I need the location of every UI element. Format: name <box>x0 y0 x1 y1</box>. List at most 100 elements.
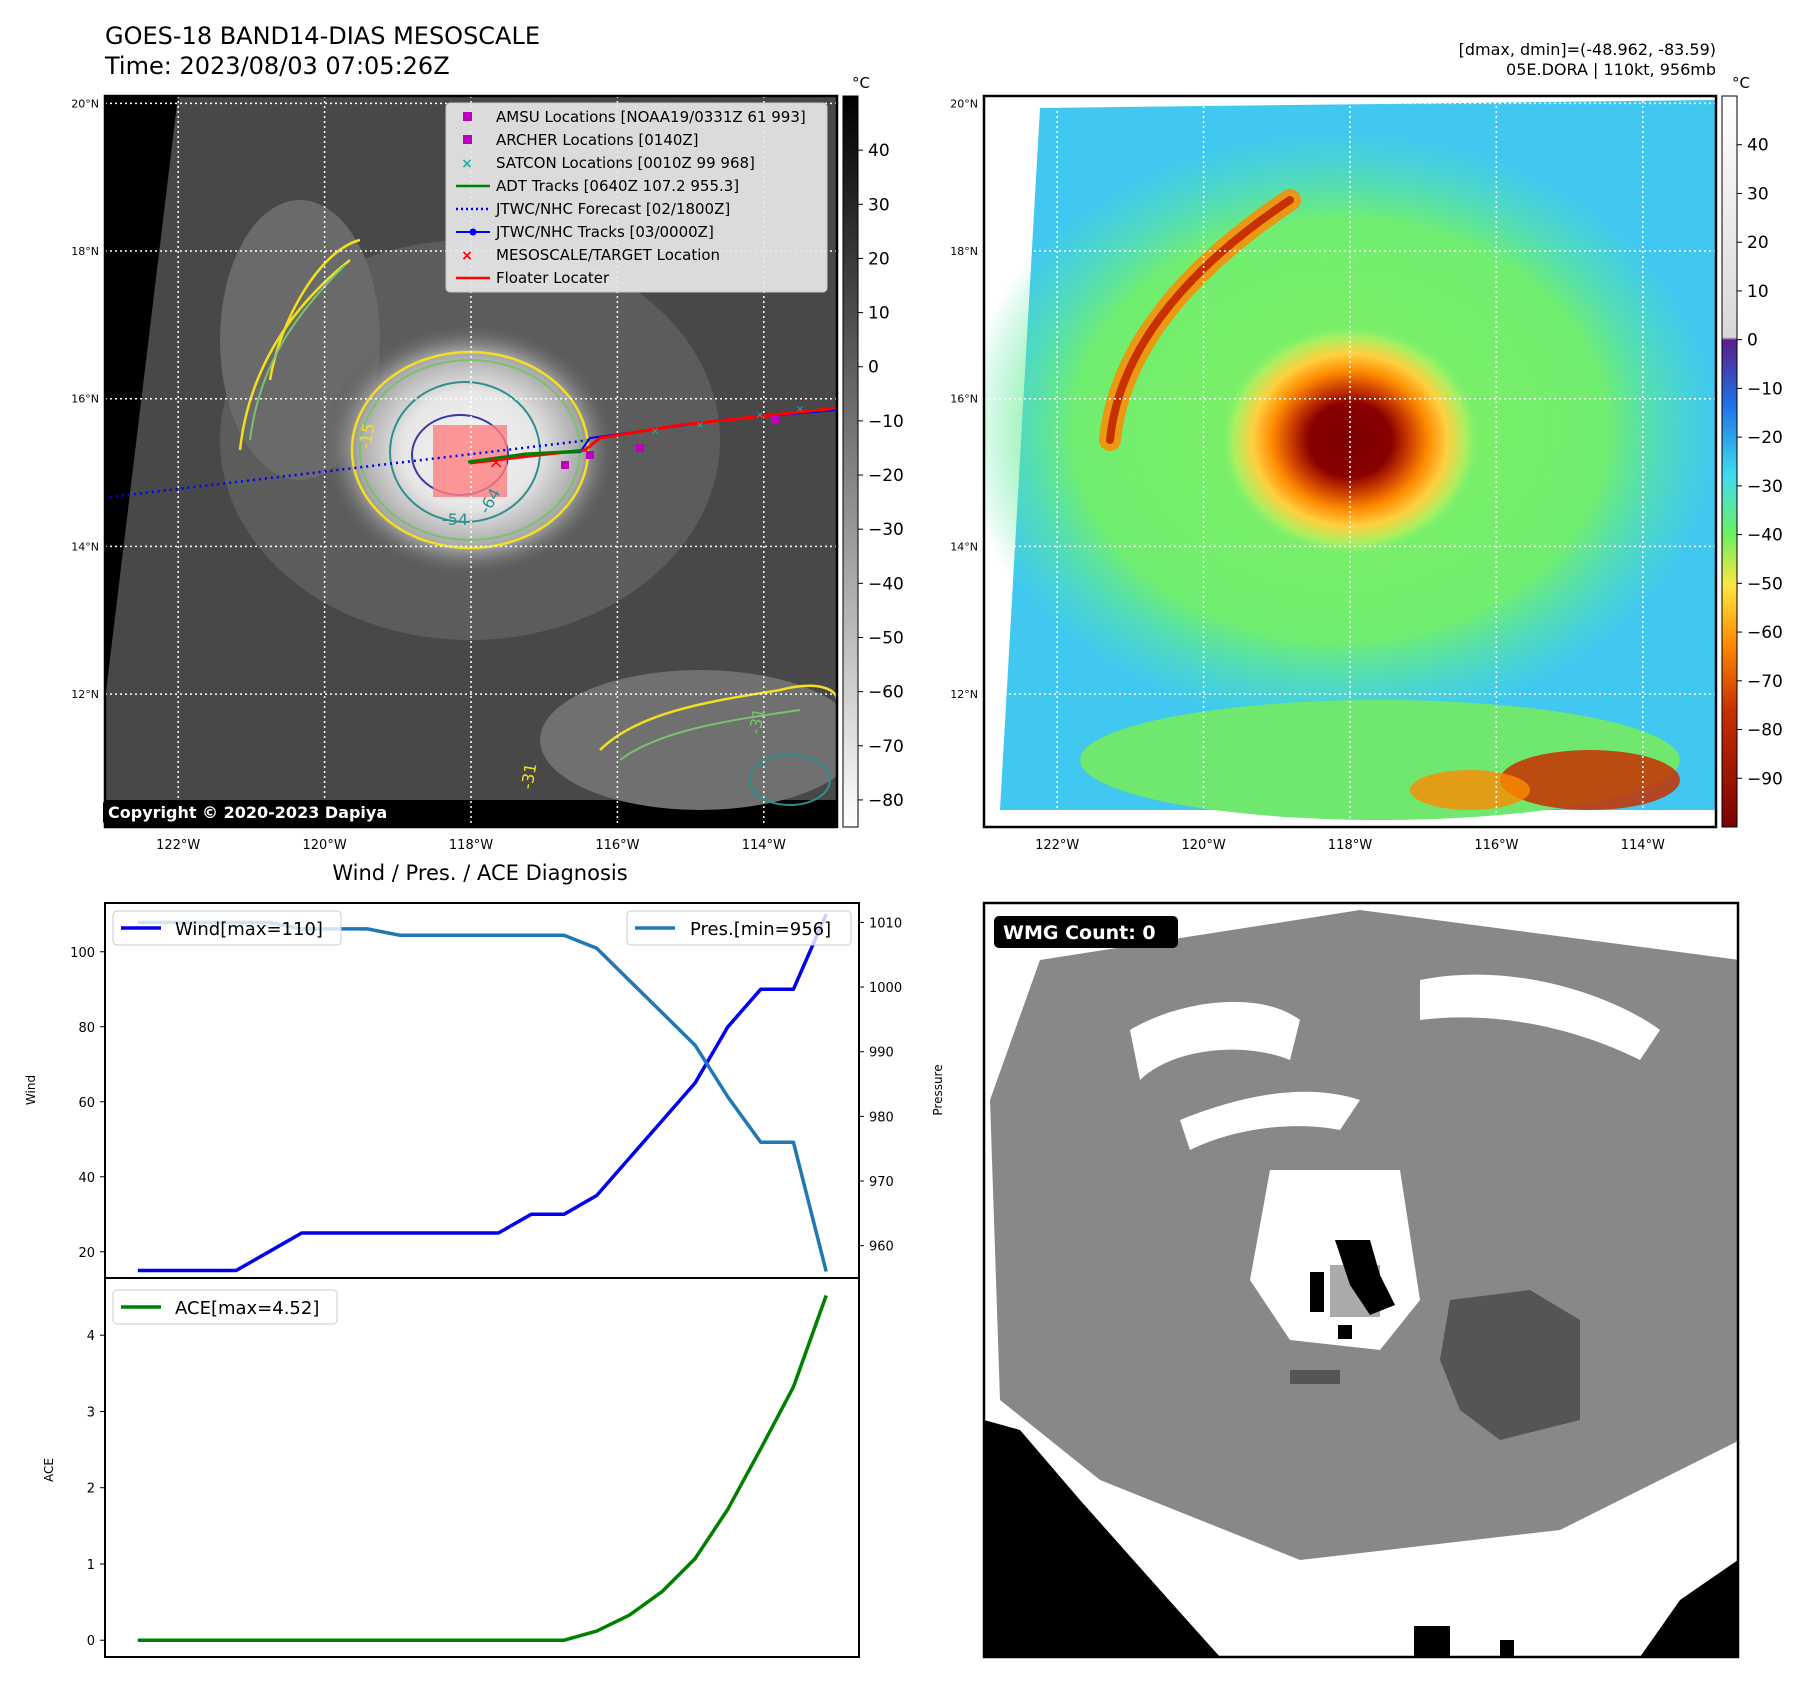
lat-tick-label: 14°N <box>71 540 99 553</box>
ace-axes <box>104 1277 860 1658</box>
contour-label: -31 <box>745 707 768 736</box>
lat-tick-label: 14°N <box>950 540 978 553</box>
diagnosis-title: Wind / Pres. / ACE Diagnosis <box>332 861 627 885</box>
y2-tick-label: 1000 <box>869 981 902 996</box>
lat-tick-label: 20°N <box>950 97 978 110</box>
y-tick-label: 2 <box>87 1482 95 1497</box>
amsu-marker <box>586 451 594 459</box>
lon-tick-label: 120°W <box>303 838 347 853</box>
grayscale-colorbar-unit: °C <box>852 74 870 92</box>
satcon-marker: × <box>756 410 764 421</box>
storm-label: 05E.DORA | 110kt, 956mb <box>1506 60 1716 79</box>
amsu-marker <box>636 444 644 452</box>
colorbar-tick-label: −40 <box>1747 526 1783 546</box>
lon-tick-label: 122°W <box>156 838 200 853</box>
series-line <box>137 913 828 1273</box>
wind-pressure-ticks: 20 40 60 80 100 960 970 980 990 1000 1010 <box>70 916 902 1260</box>
figure-title: GOES-18 BAND14-DIAS MESOSCALE <box>105 22 540 50</box>
ace-legend: ACE[max=4.52] <box>112 1289 338 1325</box>
y-tick-label: 0 <box>87 1634 95 1649</box>
satcon-marker: × <box>696 420 704 431</box>
colorbar-tick-label: 20 <box>868 249 890 269</box>
legend-marker-square <box>463 135 472 144</box>
legend-marker-square <box>463 112 472 121</box>
map2-gridlines: 20°N 18°N 16°N 14°N 12°N 122°W 120°W 118°W 116°W… <box>950 96 1716 853</box>
colorbar-tick-label: 10 <box>868 304 890 324</box>
wind-legend-label: Wind[max=110] <box>175 919 323 940</box>
y-tick-label: 4 <box>87 1329 95 1344</box>
forecast-track <box>109 438 591 499</box>
legend-item-label: ADT Tracks [0640Z 107.2 955.3] <box>496 177 739 195</box>
colorbar-tick-label: 40 <box>868 141 890 161</box>
color-colorbar-unit: °C <box>1732 74 1750 92</box>
colorbar-tick-label: −20 <box>868 466 904 486</box>
colorbar-tick-label: 20 <box>1747 233 1769 253</box>
colorbar-tick-label: −60 <box>1747 623 1783 643</box>
satcon-marker: × <box>796 404 804 415</box>
lon-tick-label: 122°W <box>1035 838 1079 853</box>
satcon-marker: × <box>651 426 659 437</box>
y-tick-label: 60 <box>78 1096 95 1111</box>
pressure-legend-label: Pres.[min=956] <box>690 919 831 940</box>
legend-item-label: Floater Locater <box>496 269 610 287</box>
y2-tick-label: 970 <box>869 1175 894 1190</box>
series-line <box>137 1294 828 1642</box>
colorbar-tick-label: −70 <box>868 737 904 757</box>
copyright-text: Copyright © 2020-2023 Dapiya <box>108 803 387 822</box>
y2-tick-label: 960 <box>869 1240 894 1255</box>
colorbar-tick-label: −50 <box>1747 574 1783 594</box>
y-tick-label: 100 <box>70 946 95 961</box>
colorbar-tick-label: −50 <box>868 628 904 648</box>
wind-pressure-axes <box>104 902 860 1279</box>
adt-track <box>467 449 583 464</box>
lon-tick-label: 116°W <box>1474 838 1518 853</box>
pressure-axis-label: Pressure <box>931 1064 945 1115</box>
lat-tick-label: 16°N <box>71 393 99 406</box>
dmax-dmin-label: [dmax, dmin]=(-48.962, -83.59) <box>1459 40 1716 59</box>
grayscale-colorbar-ticks: 40 30 20 10 0 −10 −20 −30 −40 −50 −60 −70 −80 <box>858 141 904 811</box>
ace-axis-label: ACE <box>42 1458 56 1482</box>
ace-legend-label: ACE[max=4.52] <box>175 1298 319 1319</box>
legend-marker-x: × <box>461 156 473 172</box>
legend-item-label: ARCHER Locations [0140Z] <box>496 131 699 149</box>
colorbar-tick-label: −40 <box>868 574 904 594</box>
colorbar-tick-label: −60 <box>868 683 904 703</box>
colorbar-tick-label: 10 <box>1747 282 1769 302</box>
wind-axis-label: Wind <box>24 1075 38 1105</box>
colorbar-tick-label: −20 <box>1747 428 1783 448</box>
colorbar-tick-label: −10 <box>1747 379 1783 399</box>
ace-ticks: 0 1 2 3 4 <box>87 1329 105 1649</box>
lat-tick-label: 18°N <box>950 245 978 258</box>
wind-legend: Wind[max=110] <box>112 910 342 946</box>
lat-tick-label: 12°N <box>71 688 99 701</box>
ace-lines <box>137 1294 828 1642</box>
lon-tick-label: 114°W <box>742 838 786 853</box>
y-tick-label: 1 <box>87 1558 95 1573</box>
legend-item-label: SATCON Locations [0010Z 99 968] <box>496 154 755 172</box>
y2-tick-label: 980 <box>869 1110 894 1125</box>
colorbar-tick-label: −80 <box>1747 721 1783 741</box>
pressure-legend: Pres.[min=956] <box>626 910 852 946</box>
lon-tick-label: 120°W <box>1182 838 1226 853</box>
wmg-count-box <box>994 916 1178 948</box>
amsu-marker <box>771 416 779 424</box>
colorbar-tick-label: 30 <box>1747 184 1769 204</box>
colorbar-tick-label: −90 <box>1747 769 1783 789</box>
lon-tick-label: 116°W <box>595 838 639 853</box>
color-colorbar <box>1721 95 1738 828</box>
wmg-panel <box>984 903 1738 1657</box>
y-tick-label: 40 <box>78 1171 95 1186</box>
figure-time: Time: 2023/08/03 07:05:26Z <box>104 52 450 80</box>
contour-label: -31 <box>517 762 540 791</box>
contour-label: -15 <box>355 422 378 451</box>
legend-item-label: JTWC/NHC Tracks [03/0000Z] <box>495 223 714 241</box>
colorbar-tick-label: 0 <box>1747 331 1758 351</box>
color-enhanced-map <box>984 96 1716 827</box>
grayscale-colorbar <box>842 95 859 828</box>
legend-item-label: AMSU Locations [NOAA19/0331Z 61 993] <box>496 108 806 126</box>
colorbar-tick-label: −30 <box>868 520 904 540</box>
colorbar-tick-label: 30 <box>868 195 890 215</box>
lon-tick-label: 118°W <box>1328 838 1372 853</box>
y2-tick-label: 990 <box>869 1046 894 1061</box>
